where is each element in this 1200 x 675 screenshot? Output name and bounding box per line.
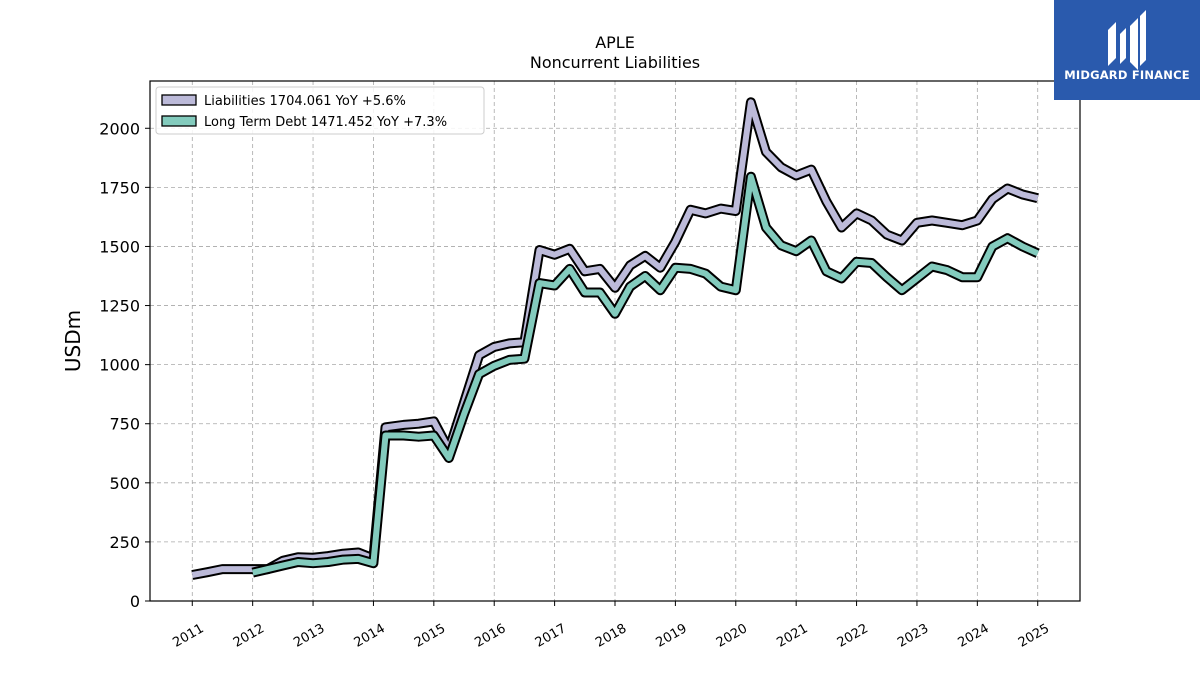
x-axis: 2011 2012 2013 2014 2015 2016 2017 2018 2019 2020… bbox=[170, 601, 1052, 651]
x-tick-label: 2024 bbox=[956, 621, 992, 651]
y-tick-label: 1000 bbox=[99, 356, 140, 375]
x-tick-label: 2016 bbox=[472, 621, 508, 651]
y-tick-label: 1250 bbox=[99, 297, 140, 316]
chart-title: APLE bbox=[595, 33, 635, 52]
x-tick-label: 2011 bbox=[170, 621, 206, 651]
x-tick-label: 2012 bbox=[231, 621, 267, 651]
legend-label-long-term-debt: Long Term Debt 1471.452 YoY +7.3% bbox=[204, 115, 447, 130]
series-line-outline-long-term-debt bbox=[251, 171, 1040, 578]
logo-mark-icon bbox=[1054, 0, 1200, 100]
x-tick-label: 2018 bbox=[593, 621, 629, 651]
y-tick-label: 750 bbox=[109, 415, 140, 434]
y-axis-label: USDm bbox=[61, 310, 85, 372]
chart-subtitle: Noncurrent Liabilities bbox=[530, 53, 700, 72]
y-tick-label: 500 bbox=[109, 474, 140, 493]
x-tick-label: 2017 bbox=[533, 621, 569, 651]
x-tick-label: 2021 bbox=[774, 621, 810, 651]
y-tick-label: 1750 bbox=[99, 178, 140, 197]
series-line-liabilities bbox=[191, 99, 1039, 578]
x-tick-label: 2023 bbox=[895, 621, 931, 651]
x-tick-label: 2015 bbox=[412, 621, 448, 651]
x-tick-label: 2019 bbox=[654, 621, 690, 651]
logo-text: MIDGARD FINANCE bbox=[1064, 68, 1190, 82]
x-tick-label: 2022 bbox=[835, 621, 871, 651]
series-line-long-term-debt bbox=[252, 173, 1039, 576]
legend-label-liabilities: Liabilities 1704.061 YoY +5.6% bbox=[204, 94, 406, 109]
x-tick-label: 2020 bbox=[714, 621, 750, 651]
y-tick-label: 1500 bbox=[99, 237, 140, 256]
x-tick-label: 2025 bbox=[1016, 621, 1052, 651]
midgard-finance-logo: MIDGARD FINANCE bbox=[1054, 0, 1200, 100]
x-tick-label: 2013 bbox=[291, 621, 327, 651]
y-axis: 0 250 500 750 1000 1250 1500 1750 2000 bbox=[99, 119, 150, 611]
y-tick-label: 2000 bbox=[99, 119, 140, 138]
legend: Liabilities 1704.061 YoY +5.6% Long Term… bbox=[155, 86, 485, 135]
x-tick-label: 2014 bbox=[352, 621, 388, 651]
legend-swatch-liabilities bbox=[161, 94, 197, 106]
y-tick-label: 250 bbox=[109, 533, 140, 552]
grid-lines bbox=[150, 81, 1080, 601]
series-layer bbox=[191, 97, 1040, 580]
legend-box bbox=[155, 86, 485, 135]
legend-swatch-long-term-debt bbox=[161, 115, 197, 127]
y-tick-label: 0 bbox=[130, 592, 140, 611]
